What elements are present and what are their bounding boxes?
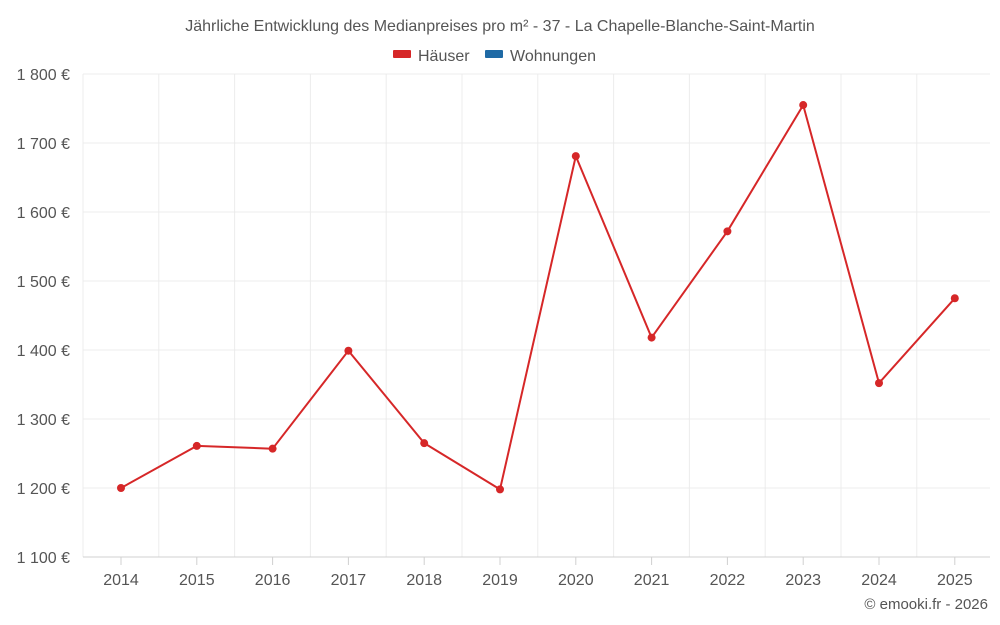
legend-swatch-hauser [393, 50, 411, 58]
x-tick-label: 2024 [861, 572, 897, 589]
series [117, 101, 959, 494]
chart-title: Jährliche Entwicklung des Medianpreises … [185, 18, 815, 35]
credit-text: © emooki.fr - 2026 [864, 596, 988, 613]
data-point[interactable] [875, 379, 883, 388]
y-tick-label: 1 700 € [17, 136, 70, 153]
x-tick-label: 2016 [255, 572, 291, 589]
data-point[interactable] [647, 333, 656, 342]
x-tick-label: 2019 [482, 572, 518, 589]
y-tick-label: 1 100 € [17, 550, 70, 567]
x-tick-label: 2021 [634, 572, 670, 589]
x-tick-label: 2022 [710, 572, 746, 589]
y-tick-label: 1 800 € [17, 67, 70, 84]
y-tick-label: 1 500 € [17, 274, 70, 291]
legend: Häuser Wohnungen [393, 48, 596, 65]
series-line-0 [120, 104, 956, 491]
legend-item-wohnungen[interactable]: Wohnungen [485, 48, 596, 65]
data-point[interactable] [420, 439, 429, 448]
data-point[interactable] [496, 485, 504, 494]
legend-swatch-wohnungen [485, 50, 503, 58]
data-point[interactable] [344, 346, 353, 355]
data-point[interactable] [268, 444, 277, 453]
y-tick-label: 1 300 € [17, 412, 70, 429]
y-tick-label: 1 200 € [17, 481, 70, 498]
data-point[interactable] [117, 484, 125, 492]
legend-item-hauser[interactable]: Häuser [393, 48, 470, 65]
gridlines [82, 73, 990, 557]
x-tick-label: 2025 [937, 572, 973, 589]
data-point[interactable] [571, 152, 580, 161]
x-tick-label: 2020 [558, 572, 594, 589]
legend-label-wohnungen: Wohnungen [510, 48, 596, 65]
data-point[interactable] [950, 294, 959, 303]
data-point[interactable] [723, 227, 732, 236]
data-point[interactable] [192, 441, 201, 450]
axes: 1 100 € 1 200 € 1 300 € 1 400 € 1 500 € 1 600… [17, 67, 990, 589]
x-tick-label: 2015 [179, 572, 215, 589]
x-tick-label: 2018 [406, 572, 442, 589]
x-tick-label: 2017 [331, 572, 367, 589]
y-tick-label: 1 400 € [17, 343, 70, 360]
x-tick-label: 2023 [785, 572, 821, 589]
x-tick-label: 2014 [103, 572, 139, 589]
data-point[interactable] [799, 101, 808, 110]
legend-label-hauser: Häuser [418, 48, 470, 65]
y-tick-label: 1 600 € [17, 205, 70, 222]
